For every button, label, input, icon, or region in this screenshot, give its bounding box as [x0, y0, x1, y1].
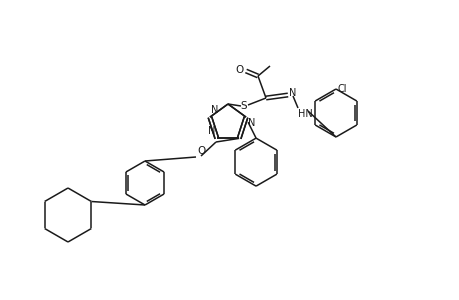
Text: O: O [196, 146, 205, 156]
Text: N: N [211, 105, 218, 115]
Text: HN: HN [297, 109, 312, 119]
Text: N: N [288, 88, 296, 98]
Text: N: N [208, 126, 215, 136]
Text: N: N [247, 118, 255, 128]
Text: Cl: Cl [337, 84, 347, 94]
Text: S: S [240, 101, 247, 111]
Text: O: O [235, 65, 243, 75]
